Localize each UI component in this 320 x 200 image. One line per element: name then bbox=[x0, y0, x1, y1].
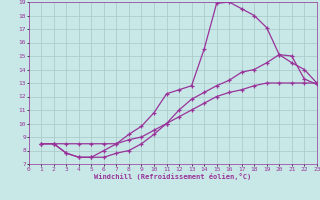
X-axis label: Windchill (Refroidissement éolien,°C): Windchill (Refroidissement éolien,°C) bbox=[94, 173, 252, 180]
